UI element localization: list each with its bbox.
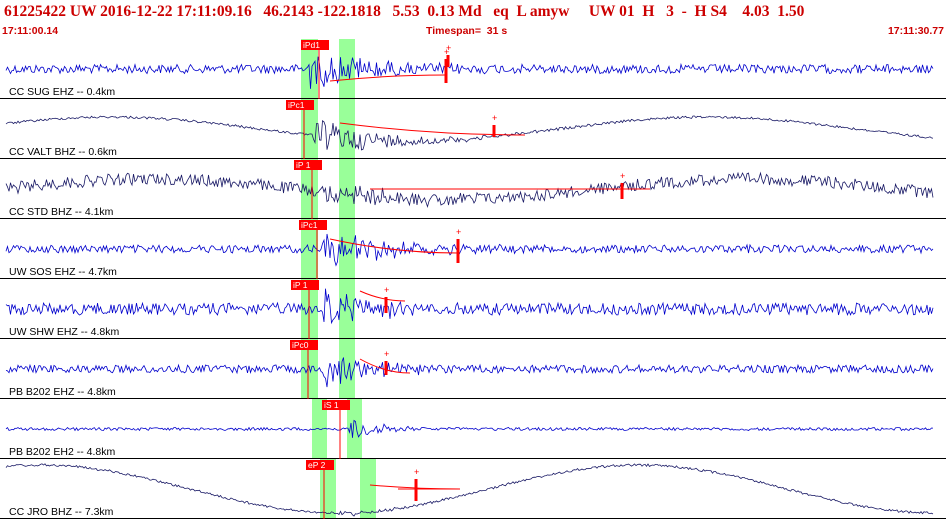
phase-pick-tag[interactable] [294,160,322,170]
phase-pick-label: iP 1 [296,160,311,170]
coda-fit-line [329,74,447,82]
channel-label: PB B202 EHZ -- 4.8km [9,386,116,398]
timespan-label: Timespan= 31 s [426,25,508,37]
channel-label: CC SUG EHZ -- 0.4km [9,86,115,98]
coda-fit-line [329,238,459,254]
event-magnitude: 0.13 Md [427,3,482,20]
trace-panel[interactable]: iS 1 PB B202 EH2 -- 4.8km [0,399,946,459]
analysis-window [301,99,318,159]
amplitude-marker[interactable] [456,239,460,263]
event-quality: H [642,3,655,20]
event-flag: L amyw [516,3,570,20]
amplitude-marker[interactable] [384,361,388,375]
trace-panel[interactable]: + iPc1 UW SOS EHZ -- 4.7km [0,219,946,279]
event-dash: - [681,3,687,20]
amplitude-tick: + [384,285,389,295]
analysis-window [339,99,355,159]
trace-panel-background [0,279,946,339]
waveform-trace [5,171,934,208]
waveform-trace [5,115,934,151]
amplitude-tick: + [444,47,449,57]
waveform-trace [5,288,934,325]
trace-panel-background [0,459,946,519]
phase-pick-tag[interactable] [299,220,327,230]
channel-label: CC JRO BHZ -- 7.3km [9,506,114,518]
trace-panel-background [0,219,946,279]
waveform-trace [5,233,934,267]
amplitude-tick: + [492,113,497,123]
event-depth: 5.53 [392,3,420,20]
analysis-window [301,159,318,219]
channel-label: UW SHW EHZ -- 4.8km [9,326,119,338]
trace-panel-background [0,99,946,159]
channel-label: CC STD BHZ -- 4.1km [9,206,114,218]
event-n3: 1.50 [777,3,805,20]
waveform-trace [5,463,934,517]
waveform-trace [5,357,934,388]
event-lon: -122.1818 [317,3,381,20]
start-time: 17:11:00.14 [2,25,59,37]
coda-fit-line [339,122,526,136]
amplitude-tick: + [620,171,625,181]
phase-pick-label: iPd1 [303,40,320,50]
channel-label: UW SOS EHZ -- 4.7km [9,266,117,278]
trace-panel[interactable]: + iPc0 PB B202 EHZ -- 4.8km [0,339,946,399]
event-id: 61225422 [4,3,66,20]
trace-panel[interactable]: + iP 1 UW SHW EHZ -- 4.8km [0,279,946,339]
waveform-trace [5,419,934,438]
phase-pick-label: iPc1 [288,100,305,110]
end-time: 17:11:30.77 [887,25,944,37]
amplitude-tick: + [446,43,451,53]
phase-pick-label: iPc0 [292,340,309,350]
amplitude-marker[interactable] [444,59,448,83]
phase-pick-tag[interactable] [322,400,350,410]
coda-fit-line [359,290,406,302]
amplitude-tick: + [456,227,461,237]
phase-pick-tag[interactable] [290,340,318,350]
event-hs: H S4 [694,3,727,20]
trace-panel-background [0,39,946,99]
trace-panel[interactable]: + iPc1 CC VALT BHZ -- 0.6km [0,99,946,159]
amplitude-tick: + [384,349,389,359]
analysis-window [360,459,376,519]
phase-pick-tag[interactable] [301,40,329,50]
analysis-window [339,279,355,339]
waveform-trace [5,56,934,89]
amplitude-marker[interactable] [620,183,624,199]
amplitude-marker[interactable] [492,125,496,137]
analysis-window [301,219,318,279]
amplitude-marker[interactable] [384,297,388,313]
event-header: 61225422 UW 2016-12-22 17:11:09.16 46.21… [0,0,946,38]
phase-pick-tag[interactable] [306,460,334,470]
event-n1: 3 [666,3,674,20]
channel-label: CC VALT BHZ -- 0.6km [9,146,117,158]
analysis-window [339,219,355,279]
event-datetime: 2016-12-22 17:11:09.16 [100,3,252,20]
amplitude-marker[interactable] [414,479,418,501]
trace-panel[interactable]: + iP 1 CC STD BHZ -- 4.1km [0,159,946,219]
event-source: UW 01 [588,3,635,20]
amplitude-tick: + [414,467,419,477]
trace-panel[interactable]: ++ iPd1 CC SUG EHZ -- 0.4km [0,39,946,99]
event-n2: 4.03 [742,3,770,20]
amplitude-marker[interactable] [446,55,450,67]
phase-pick-label: iPc1 [301,220,318,230]
phase-pick-label: iS 1 [324,400,339,410]
analysis-window [339,339,355,399]
event-type: eq [493,3,509,20]
event-network: UW [69,3,97,20]
phase-pick-label: iP 1 [293,280,308,290]
event-lat: 46.2143 [263,3,314,20]
event-summary-line: 61225422 UW 2016-12-22 17:11:09.16 46.21… [4,3,804,21]
phase-pick-tag[interactable] [291,280,319,290]
phase-pick-label: eP 2 [308,460,326,470]
phase-pick-tag[interactable] [286,100,314,110]
channel-label: PB B202 EH2 -- 4.8km [9,446,115,458]
trace-panel[interactable]: + eP 2 CC JRO BHZ -- 7.3km [0,459,946,519]
analysis-window [347,399,362,459]
